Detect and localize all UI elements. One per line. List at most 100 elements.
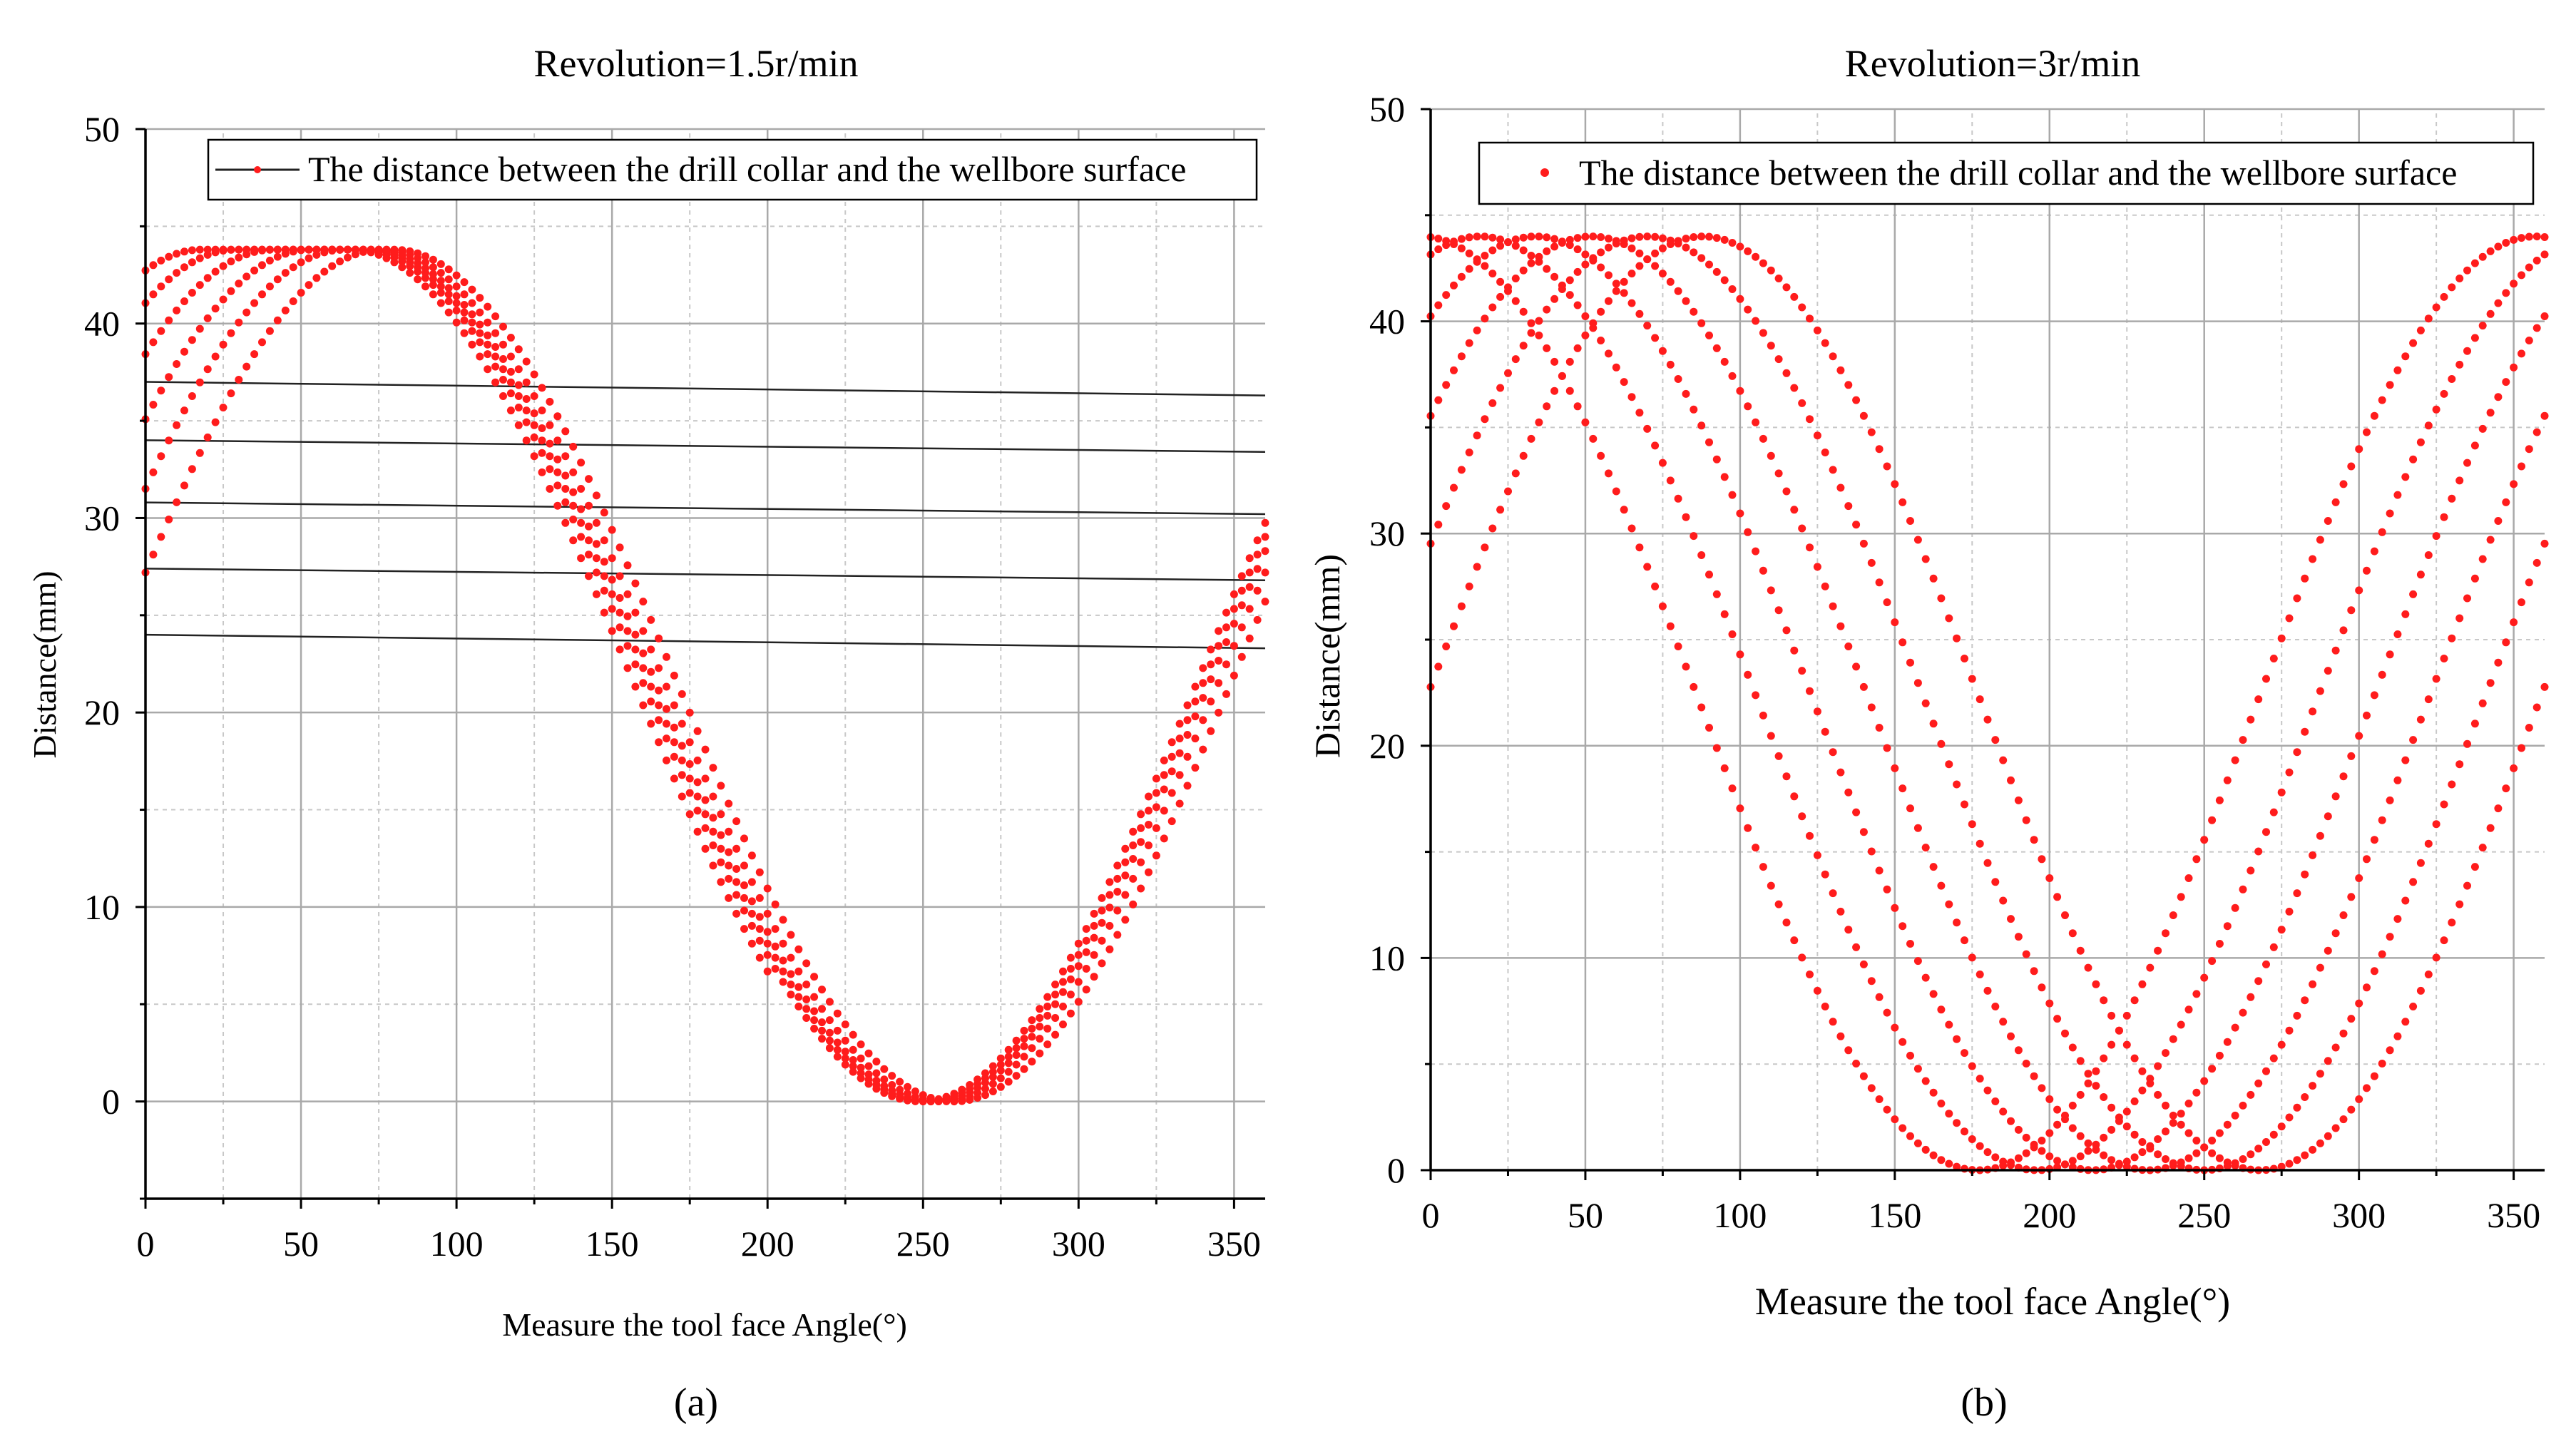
data-point: [173, 498, 181, 506]
data-point: [452, 318, 461, 327]
data-point: [2386, 509, 2394, 518]
data-point: [258, 338, 266, 347]
data-point: [740, 925, 748, 933]
data-point: [188, 392, 196, 400]
data-point: [165, 316, 173, 324]
data-point: [1813, 851, 1821, 859]
data-point: [1790, 506, 1799, 514]
data-point: [1496, 277, 1505, 286]
data-point: [211, 304, 220, 313]
data-point: [966, 1095, 974, 1104]
data-point: [755, 953, 764, 962]
data-point: [2254, 695, 2263, 704]
data-point: [2138, 1086, 2147, 1095]
data-point: [328, 262, 337, 270]
data-point: [414, 249, 422, 257]
data-point: [1535, 252, 1543, 261]
data-point: [1442, 241, 1451, 250]
data-point: [1774, 900, 1783, 908]
data-point: [1059, 967, 1067, 976]
data-point: [841, 1048, 849, 1056]
data-point: [2393, 366, 2402, 374]
data-point: [2486, 824, 2495, 832]
data-point: [1728, 372, 1737, 380]
data-point: [592, 590, 600, 598]
data-point: [468, 340, 476, 349]
data-point: [173, 360, 181, 368]
data-point: [2215, 1154, 2224, 1162]
data-point: [1183, 752, 1192, 761]
data-point: [1581, 250, 1590, 259]
data-point: [849, 1062, 857, 1070]
data-point: [1020, 1026, 1028, 1035]
data-point: [2092, 1145, 2100, 1154]
data-point: [1929, 720, 1938, 728]
data-point: [880, 1065, 889, 1073]
data-point: [506, 334, 515, 342]
data-point: [2068, 1101, 2077, 1110]
data-point: [1991, 1153, 2000, 1162]
data-point: [203, 433, 212, 441]
data-point: [2393, 915, 2402, 923]
data-point: [1098, 906, 1106, 915]
data-point: [336, 257, 344, 266]
data-point: [1883, 1105, 1891, 1114]
data-point: [1836, 483, 1845, 492]
data-point: [1222, 690, 1230, 698]
data-point: [2177, 1120, 2185, 1129]
data-point: [2154, 1062, 2162, 1070]
data-point: [1774, 469, 1783, 478]
data-point: [755, 913, 764, 921]
data-point: [763, 884, 772, 893]
data-point: [825, 1036, 834, 1045]
data-point: [2130, 1130, 2139, 1139]
data-point: [265, 256, 274, 265]
data-point: [2122, 1107, 2131, 1116]
data-point: [2162, 929, 2169, 938]
data-point: [1798, 953, 1806, 962]
data-point: [2053, 1105, 2062, 1114]
data-point: [647, 697, 655, 706]
data-point: [709, 827, 717, 836]
chart-a-minor-gridlines: [145, 129, 1265, 1199]
data-point: [2084, 1147, 2092, 1155]
data-point: [1821, 870, 1829, 879]
data-point: [1798, 303, 1806, 312]
data-point: [1953, 780, 1961, 789]
data-point: [2231, 1023, 2239, 1032]
data-point: [1605, 469, 1612, 478]
data-point: [1976, 971, 1984, 978]
data-point: [2022, 1060, 2030, 1067]
data-point: [763, 951, 772, 959]
chart-a-legend: The distance between the drill collar an…: [207, 138, 1258, 201]
data-point: [2448, 375, 2456, 383]
data-point: [647, 667, 655, 676]
data-point: [203, 274, 212, 282]
data-point: [1813, 326, 1821, 334]
data-point: [2363, 983, 2371, 992]
data-point: [1597, 451, 1605, 460]
data-point: [444, 284, 453, 292]
data-point: [265, 245, 274, 254]
data-point: [1767, 881, 1775, 890]
data-point: [491, 329, 500, 337]
data-point: [1012, 1072, 1021, 1080]
data-point: [2122, 1040, 2131, 1049]
data-point: [958, 1097, 966, 1105]
data-point: [1457, 235, 1466, 243]
data-point: [615, 543, 624, 552]
data-point: [1465, 249, 1473, 257]
data-point: [810, 973, 819, 981]
data-point: [1160, 756, 1168, 764]
data-point: [1121, 844, 1130, 853]
data-point: [1504, 238, 1512, 247]
data-point: [1519, 246, 1528, 255]
data-point: [2146, 1079, 2155, 1087]
data-point: [1852, 1060, 1861, 1067]
data-point: [1906, 517, 1914, 525]
y-tick-label: 20: [84, 692, 120, 732]
data-point: [1199, 679, 1207, 687]
data-point: [857, 1069, 865, 1077]
data-point: [2130, 996, 2139, 1005]
data-point: [600, 508, 608, 517]
